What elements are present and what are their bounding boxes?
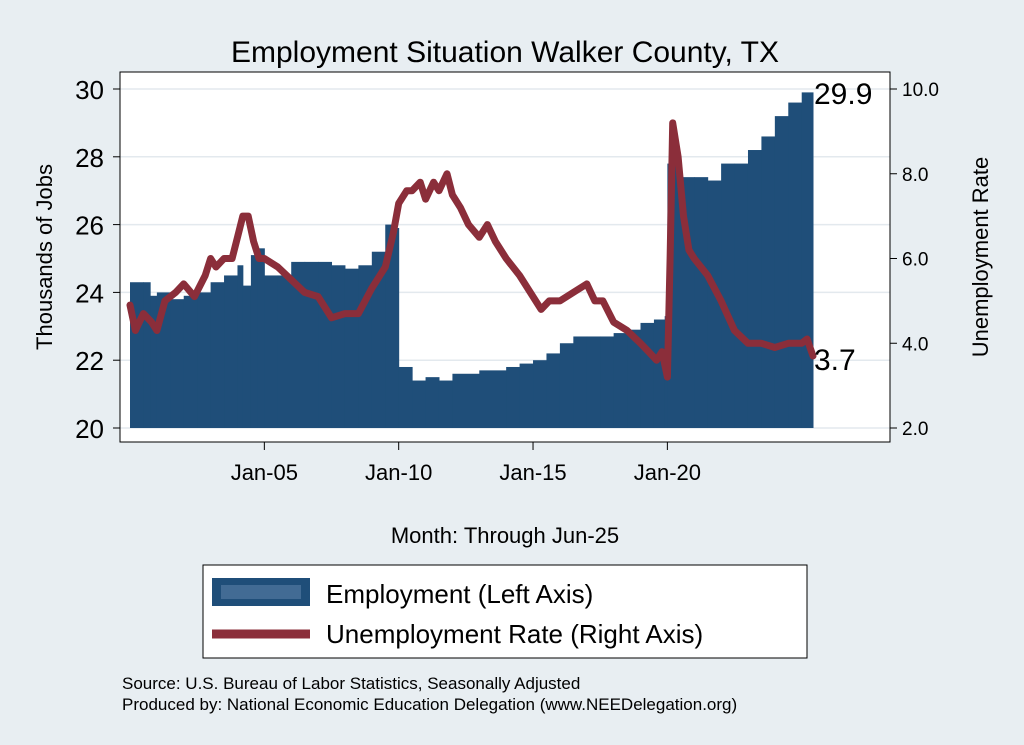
employment-bar <box>210 282 225 428</box>
produced-by-note: Produced by: National Economic Education… <box>122 695 737 714</box>
y-left-label: Thousands of Jobs <box>32 164 57 350</box>
employment-bar <box>586 336 601 428</box>
employment-bar <box>170 299 185 428</box>
employment-bar <box>257 248 265 428</box>
employment-bar <box>425 377 440 428</box>
y-left-tick-label: 30 <box>75 75 104 105</box>
x-tick-label: Jan-10 <box>365 460 432 485</box>
employment-bar <box>250 255 259 428</box>
employment-bar <box>183 295 198 428</box>
y-left-tick-label: 20 <box>75 414 104 444</box>
employment-bar <box>600 336 615 428</box>
y-right-tick-label: 4.0 <box>902 334 928 355</box>
y-left-tick-label: 26 <box>75 211 104 241</box>
employment-bar <box>331 265 346 428</box>
employment-bar <box>559 343 574 428</box>
employment-bar <box>371 251 386 428</box>
employment-bar <box>546 353 561 428</box>
y-right-tick-label: 2.0 <box>902 419 928 440</box>
axes: 20 22 24 26 28 30 2.0 4.0 6.0 8.0 10.0 Jan-05 Jan-10… <box>75 75 939 485</box>
chart-title: Employment Situation Walker County, TX <box>231 36 779 69</box>
legend: Employment (Left Axis) Unemployment Rate… <box>202 564 808 659</box>
employment-bar <box>734 163 749 428</box>
employment-bar <box>242 285 252 428</box>
employment-bar <box>291 261 306 428</box>
y-right-label: Unemployment Rate <box>968 157 993 358</box>
y-left-tick-label: 22 <box>75 346 104 376</box>
employment-bar <box>519 363 534 428</box>
x-tick-label: Jan-20 <box>634 460 701 485</box>
unemployment-line <box>126 119 817 381</box>
employment-bar <box>801 92 814 428</box>
source-note: Source: U.S. Bureau of Labor Statistics,… <box>122 674 580 693</box>
employment-bars <box>130 92 814 429</box>
employment-bar <box>452 373 480 428</box>
legend-label-unemployment: Unemployment Rate (Right Axis) <box>326 619 703 649</box>
employment-bar <box>747 150 762 428</box>
employment-bar <box>143 282 151 428</box>
employment-bar <box>264 275 279 428</box>
employment-bar <box>304 261 319 428</box>
employment-bar <box>277 275 292 428</box>
employment-end-label: 29.9 <box>814 78 872 111</box>
x-tick-label: Jan-15 <box>499 460 566 485</box>
employment-bar <box>438 380 453 428</box>
employment-bar <box>533 360 547 428</box>
employment-bar <box>613 333 628 428</box>
y-left-tick-label: 24 <box>75 278 104 308</box>
x-tick-label: Jan-05 <box>231 460 298 485</box>
employment-bar <box>150 295 158 428</box>
employment-bar <box>653 319 666 428</box>
employment-bar <box>318 261 333 428</box>
employment-bar <box>694 177 709 428</box>
employment-bar <box>398 366 413 428</box>
employment-bar <box>721 163 736 428</box>
legend-swatch-employment-inner <box>221 585 301 599</box>
x-axis-label: Month: Through Jun-25 <box>391 523 619 548</box>
employment-bar <box>344 268 359 428</box>
employment-bar <box>506 366 521 428</box>
employment-bar <box>640 322 655 428</box>
y-left-tick-label: 28 <box>75 143 104 173</box>
employment-bar <box>707 180 722 428</box>
y-right-tick-label: 8.0 <box>902 165 928 186</box>
employment-bar <box>237 265 244 428</box>
plot-frame <box>119 71 891 443</box>
employment-bar <box>774 116 789 429</box>
employment-bar <box>197 292 212 428</box>
employment-bar <box>788 102 803 428</box>
employment-bar <box>573 336 588 428</box>
unemployment-end-label: 3.7 <box>814 344 856 377</box>
y-right-tick-label: 10.0 <box>902 80 939 101</box>
employment-bar <box>479 370 507 428</box>
legend-label-employment: Employment (Left Axis) <box>326 579 593 609</box>
employment-bar <box>224 275 238 428</box>
employment-bar <box>412 380 427 428</box>
employment-bar <box>391 227 400 428</box>
employment-bar <box>761 136 776 428</box>
y-right-tick-label: 6.0 <box>902 250 928 271</box>
employment-bar <box>627 329 642 428</box>
employment-bar <box>385 224 393 428</box>
